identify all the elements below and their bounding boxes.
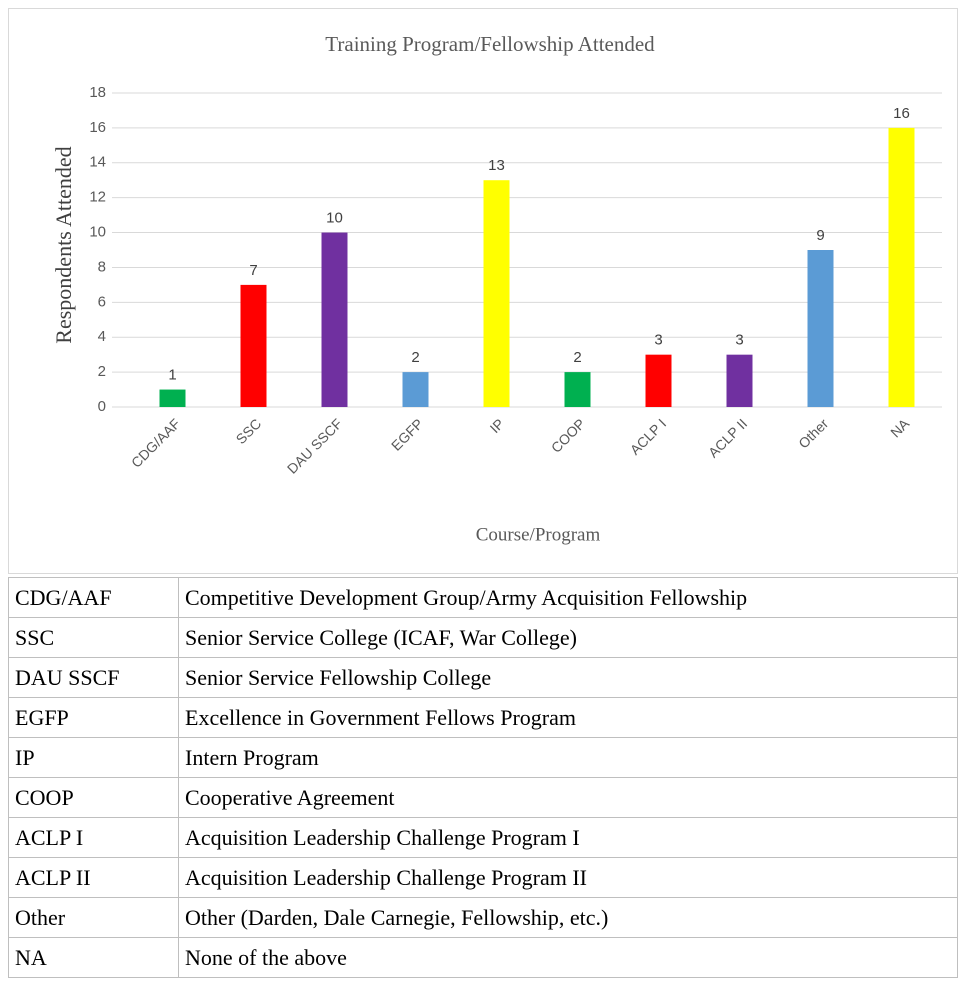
chart-title: Training Program/Fellowship Attended xyxy=(325,32,655,56)
description: Acquisition Leadership Challenge Program… xyxy=(178,857,958,898)
description: Other (Darden, Dale Carnegie, Fellowship… xyxy=(178,897,958,938)
y-tick-label: 16 xyxy=(89,119,106,136)
x-axis-label: Course/Program xyxy=(476,524,601,545)
key-row: NA None of the above xyxy=(8,937,958,978)
bar xyxy=(159,389,186,407)
data-label: 7 xyxy=(249,262,257,279)
abbreviation: COOP xyxy=(8,777,179,818)
y-tick-label: 0 xyxy=(98,398,106,415)
y-tick-label: 12 xyxy=(89,189,106,206)
abbreviation: Other xyxy=(8,897,179,938)
key-row: ACLP I Acquisition Leadership Challenge P… xyxy=(8,817,958,858)
description: Acquisition Leadership Challenge Program… xyxy=(178,817,958,858)
key-row: CDG/AAF Competitive Development Group/Arm… xyxy=(8,577,958,618)
bar xyxy=(726,354,753,407)
abbreviation: SSC xyxy=(8,617,179,658)
bar xyxy=(645,354,672,407)
description: Excellence in Government Fellows Program xyxy=(178,697,958,738)
data-label: 1 xyxy=(168,367,176,384)
y-tick-label: 2 xyxy=(98,363,106,380)
y-tick-label: 4 xyxy=(98,328,106,345)
bar xyxy=(240,284,267,407)
y-tick-label: 14 xyxy=(89,154,106,171)
bar xyxy=(321,232,348,407)
key-row: EGFP Excellence in Government Fellows Pro… xyxy=(8,697,958,738)
abbreviation: EGFP xyxy=(8,697,179,738)
chart-frame xyxy=(8,8,958,574)
abbreviation: ACLP II xyxy=(8,857,179,898)
data-label: 13 xyxy=(488,157,505,174)
data-label: 3 xyxy=(735,332,743,349)
key-row: SSC Senior Service College (ICAF, War Col… xyxy=(8,617,958,658)
bar xyxy=(888,127,915,407)
description: Senior Service Fellowship College xyxy=(178,657,958,698)
abbreviation: NA xyxy=(8,937,179,978)
description: Competitive Development Group/Army Acqui… xyxy=(178,577,958,618)
data-label: 9 xyxy=(816,227,824,244)
data-label: 2 xyxy=(573,349,581,366)
abbreviation: ACLP I xyxy=(8,817,179,858)
data-label: 2 xyxy=(411,349,419,366)
key-table: CDG/AAF Competitive Development Group/Arm… xyxy=(8,577,958,978)
bar xyxy=(483,180,510,407)
key-row: IP Intern Program xyxy=(8,737,958,778)
y-tick-label: 8 xyxy=(98,258,106,275)
bar xyxy=(564,372,591,407)
data-label: 3 xyxy=(654,332,662,349)
abbreviation: DAU SSCF xyxy=(8,657,179,698)
data-label: 16 xyxy=(893,105,910,122)
bar xyxy=(402,372,429,407)
bar xyxy=(807,250,834,407)
description: Intern Program xyxy=(178,737,958,778)
key-row: COOP Cooperative Agreement xyxy=(8,777,958,818)
description: Cooperative Agreement xyxy=(178,777,958,818)
key-row: ACLP II Acquisition Leadership Challenge … xyxy=(8,857,958,898)
description: None of the above xyxy=(178,937,958,978)
description: Senior Service College (ICAF, War Colleg… xyxy=(178,617,958,658)
y-tick-label: 18 xyxy=(89,84,106,101)
chart: Training Program/Fellowship Attended Res… xyxy=(8,8,958,574)
key-row: Other Other (Darden, Dale Carnegie, Fello… xyxy=(8,897,958,938)
abbreviation: CDG/AAF xyxy=(8,577,179,618)
y-tick-label: 10 xyxy=(89,224,106,241)
y-axis-label: Respondents Attended xyxy=(51,146,76,343)
abbreviation: IP xyxy=(8,737,179,778)
key-row: DAU SSCF Senior Service Fellowship Colleg… xyxy=(8,657,958,698)
y-tick-label: 6 xyxy=(98,293,106,310)
data-label: 10 xyxy=(326,210,343,227)
